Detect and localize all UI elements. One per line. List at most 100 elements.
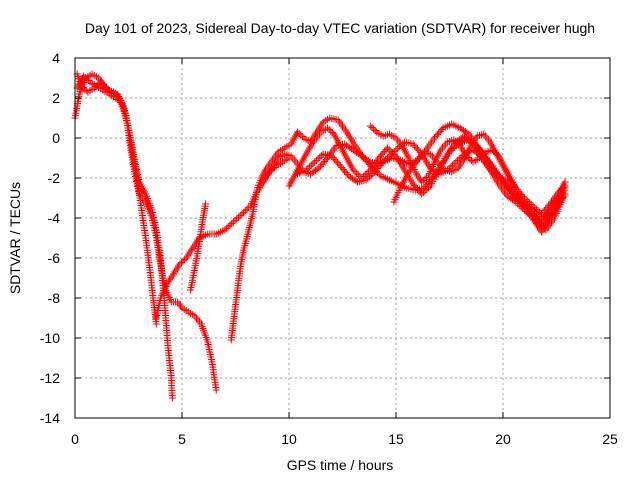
data-point [436, 127, 444, 135]
data-point [422, 174, 430, 181]
y-tick-label: -4 [48, 210, 61, 226]
data-point [228, 220, 236, 228]
data-point [111, 90, 119, 97]
data-point [84, 77, 92, 84]
data-point [328, 152, 336, 160]
data-point [316, 162, 324, 170]
data-point [531, 204, 539, 212]
y-tick-label: 0 [52, 130, 60, 146]
data-point [519, 192, 527, 200]
data-point [307, 161, 315, 169]
data-point [412, 183, 420, 191]
data-point [77, 82, 85, 90]
data-point [361, 171, 369, 179]
data-point [221, 226, 229, 234]
data-point [561, 182, 569, 190]
data-point [329, 154, 337, 162]
data-point [367, 171, 375, 179]
data-point [369, 170, 377, 178]
data-point [378, 151, 386, 159]
data-point [234, 213, 242, 221]
x-tick-label: 20 [495, 431, 511, 447]
data-point [376, 152, 384, 160]
data-point [318, 152, 326, 160]
data-point [297, 131, 305, 139]
data-point [352, 177, 360, 185]
data-point [475, 154, 483, 162]
data-point [453, 139, 461, 147]
data-point [366, 122, 374, 130]
data-point [113, 91, 121, 99]
data-point [342, 169, 350, 177]
data-point [177, 259, 185, 266]
data-point [559, 184, 567, 191]
y-tick-label: -10 [40, 330, 60, 346]
data-point [412, 143, 420, 151]
plot-frame [74, 57, 611, 419]
data-point [463, 129, 471, 137]
data-point [298, 133, 306, 140]
data-point [542, 205, 550, 213]
data-point [233, 215, 241, 223]
data-point [389, 149, 397, 157]
data-point [368, 124, 376, 131]
data-point [229, 218, 237, 226]
data-point [450, 136, 458, 144]
data-point [419, 177, 427, 184]
data-point [515, 187, 523, 195]
data-point [527, 200, 535, 208]
data-point [417, 153, 425, 160]
data-point [520, 194, 528, 202]
data-point [448, 161, 456, 169]
data-point [413, 185, 421, 193]
data-point [419, 151, 427, 159]
data-point [353, 169, 361, 177]
data-point [516, 189, 524, 197]
data-point [536, 219, 544, 227]
data-point [334, 159, 342, 167]
data-point [555, 188, 563, 196]
data-point [79, 84, 87, 91]
data-point [499, 178, 507, 186]
data-point [411, 182, 419, 190]
data-point [544, 209, 552, 217]
chart-title: Day 101 of 2023, Sidereal Day-to-day VTE… [85, 20, 595, 36]
data-point [370, 125, 378, 133]
data-point [314, 155, 322, 163]
data-point [240, 208, 248, 216]
x-tick-label: 10 [281, 431, 297, 447]
data-point [295, 130, 303, 137]
data-point [311, 158, 319, 166]
data-point [226, 221, 234, 229]
data-point [110, 88, 118, 96]
data-point [349, 166, 357, 174]
data-point [409, 140, 417, 148]
data-point [556, 187, 564, 194]
data-point [500, 180, 508, 188]
data-point [373, 165, 381, 173]
data-point [435, 129, 443, 137]
data-point [452, 158, 460, 166]
data-point [387, 147, 395, 155]
data-point [236, 212, 244, 220]
data-point [455, 141, 463, 148]
y-tick-label: 4 [52, 50, 60, 66]
data-point [316, 153, 324, 161]
data-point [447, 163, 455, 171]
data-point [336, 162, 344, 170]
data-point [243, 205, 251, 213]
data-point [354, 171, 362, 179]
y-tick-label: -14 [40, 410, 60, 426]
data-point [409, 180, 417, 188]
data-point [415, 187, 423, 195]
data-point [324, 124, 332, 132]
data-point [321, 157, 329, 165]
data-point [241, 207, 249, 215]
data-point [415, 147, 423, 155]
data-point [451, 138, 459, 145]
data-point [505, 185, 513, 193]
data-point [425, 184, 433, 192]
data-point [436, 162, 444, 169]
data-point [438, 126, 446, 134]
data-point [540, 207, 548, 215]
